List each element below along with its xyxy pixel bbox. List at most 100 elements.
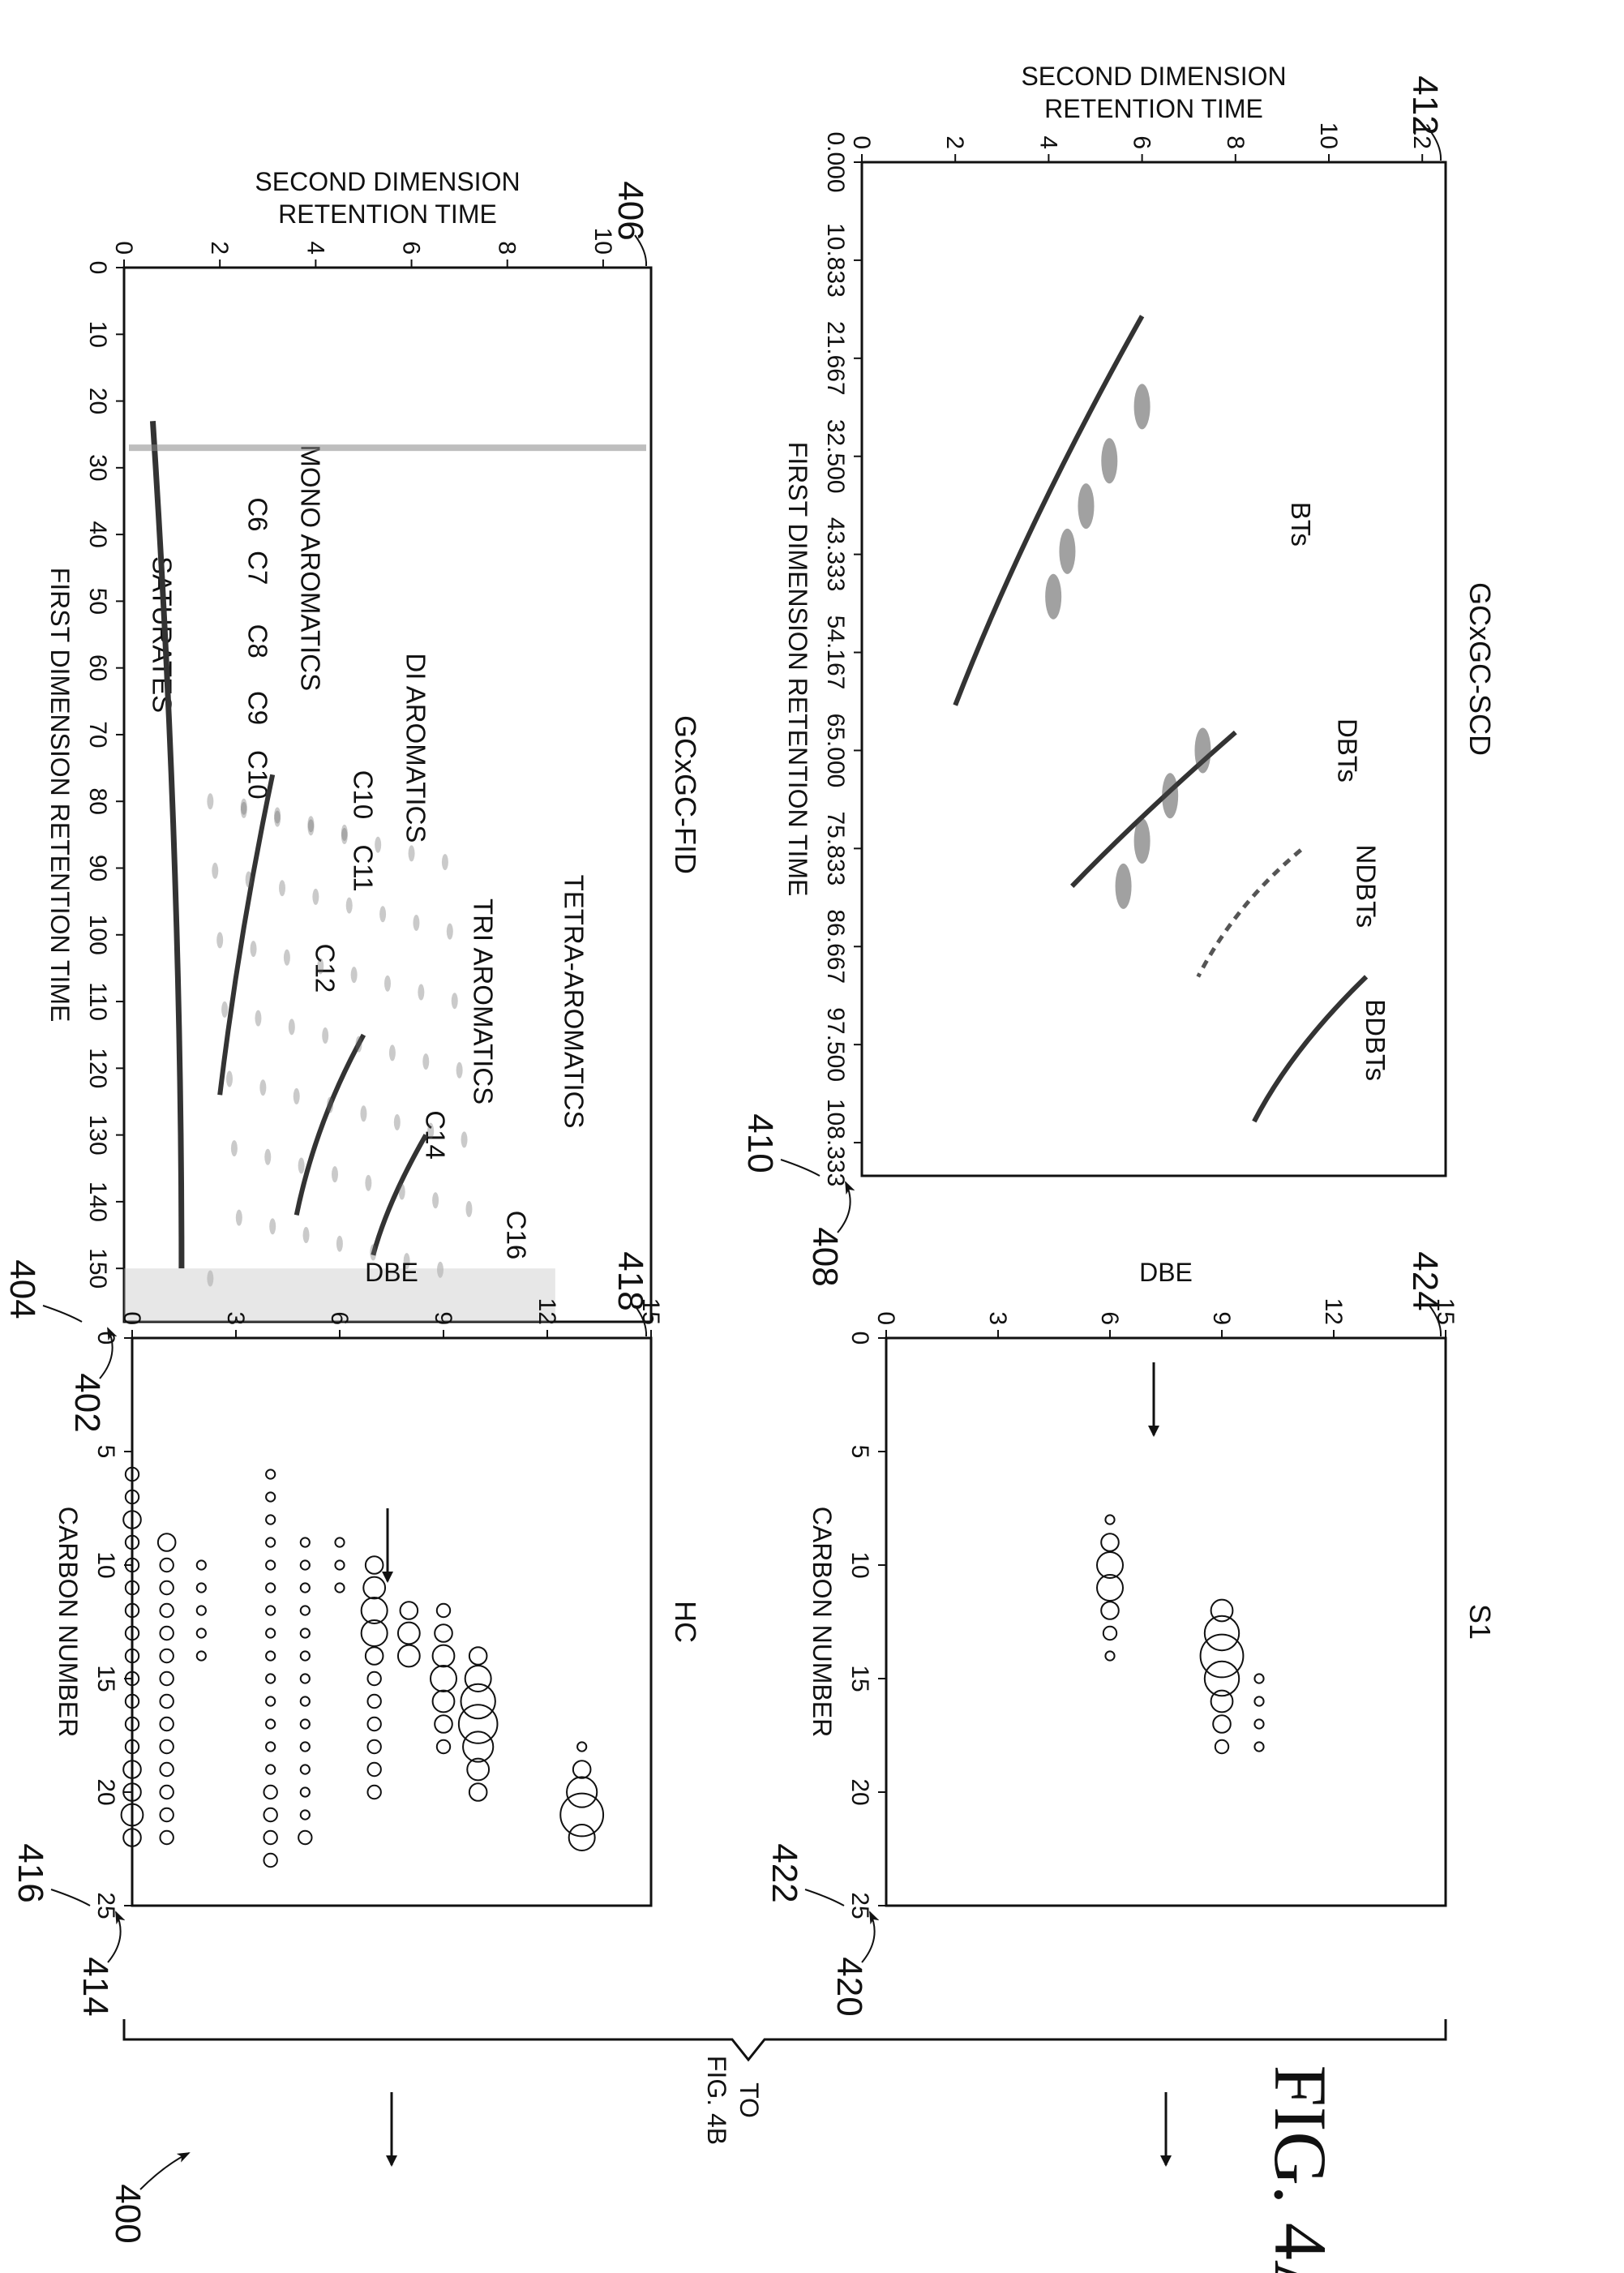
fid-x-tick-label: 80 bbox=[84, 788, 111, 815]
scd-y-tick-label: 12 bbox=[1408, 122, 1435, 149]
hc-bubble bbox=[576, 1741, 588, 1752]
s1-panel: 0 5 10 15 20 25 0 3 6 9 12 15 CARBON NUMBER S1 DBE 420 4… bbox=[765, 1251, 1497, 2016]
fid-annotation: TETRA-AROMATICS bbox=[559, 875, 589, 1129]
fid-x-axis-ref: 404 bbox=[2, 1259, 42, 1319]
saturates-trend-line bbox=[149, 421, 185, 1269]
hc-bubble bbox=[124, 1534, 140, 1550]
fid-peak-blob bbox=[264, 1148, 272, 1165]
hc-bubble bbox=[431, 1644, 456, 1668]
s1-x-tick-label: 10 bbox=[846, 1551, 873, 1578]
hc-panel-ref-arrow bbox=[107, 1911, 126, 1963]
hc-bubble bbox=[360, 1597, 388, 1624]
s1-bubble bbox=[1203, 1660, 1240, 1697]
hc-bubble bbox=[366, 1670, 382, 1687]
hc-y-axis-ref-leader bbox=[634, 1305, 648, 1337]
fid-annotation: C16 bbox=[502, 1211, 532, 1260]
fid-peak-blob bbox=[269, 1218, 276, 1235]
hc-bubble bbox=[299, 1628, 311, 1639]
hc-bubble bbox=[366, 1761, 382, 1778]
fid-peak-blob bbox=[298, 1157, 305, 1174]
fid-peak-blob bbox=[259, 1079, 267, 1096]
hc-y-tick-label: 9 bbox=[430, 1311, 456, 1325]
fid-peak-blob bbox=[427, 1122, 435, 1139]
fid-x-tick-label: 50 bbox=[84, 588, 111, 615]
fid-peak-blob bbox=[312, 888, 319, 905]
scd-panel: 0.000 10.833 21.667 32.500 43.333 54.167 65.00… bbox=[740, 62, 1497, 1287]
fid-x-tick-label: 140 bbox=[84, 1182, 111, 1222]
scd-x-axis-ref: 410 bbox=[740, 1113, 780, 1173]
fid-peak-blob bbox=[365, 1174, 372, 1191]
fid-peak-blob bbox=[212, 862, 219, 879]
scd-annotation: NDBTs bbox=[1352, 845, 1382, 928]
s1-y-axis-ref: 424 bbox=[1405, 1251, 1445, 1310]
hc-bubble bbox=[124, 1625, 140, 1641]
hc-bubble bbox=[396, 1621, 421, 1645]
hc-x-tick-label: 15 bbox=[92, 1665, 119, 1692]
fid-x-tick-label: 0 bbox=[84, 261, 111, 275]
hc-bubble bbox=[265, 1605, 276, 1616]
scd-annotation: BDBTs bbox=[1360, 999, 1390, 1081]
tri-aromatics-trend-line bbox=[371, 1134, 428, 1256]
hc-bubble bbox=[334, 1537, 345, 1548]
hc-bubble bbox=[120, 1803, 144, 1827]
scd-peak-blob bbox=[1078, 483, 1095, 530]
hc-bubble bbox=[299, 1718, 311, 1730]
fid-chart-title: GCxGC-FID bbox=[669, 715, 702, 874]
fid-y-tick-label: 4 bbox=[302, 241, 328, 255]
hc-bubble bbox=[460, 1683, 496, 1720]
fid-annotation: C11 bbox=[349, 844, 379, 891]
hc-bubble bbox=[265, 1673, 276, 1684]
s1-panel-ref-arrow bbox=[861, 1911, 880, 1963]
s1-x-tick-label: 15 bbox=[846, 1665, 873, 1692]
fid-peak-blob bbox=[441, 854, 448, 871]
fid-peak-blob bbox=[336, 1235, 343, 1252]
solvent-peak-streak bbox=[129, 444, 646, 452]
fid-peak-blob bbox=[393, 1113, 401, 1130]
hc-bubble bbox=[122, 1828, 142, 1847]
fid-peak-blob bbox=[221, 1001, 229, 1018]
scd-x-axis-title: FIRST DIMENSION RETENTION TIME bbox=[783, 442, 812, 897]
hc-bubble bbox=[159, 1761, 174, 1778]
fid-peak-blob bbox=[418, 984, 425, 1001]
hc-bubble bbox=[299, 1537, 311, 1548]
fid-x-axis-ref-leader bbox=[42, 1305, 83, 1323]
fid-annotation: C8 bbox=[243, 624, 273, 658]
scd-peak-blob bbox=[1059, 528, 1076, 574]
figure-ref-arrow bbox=[139, 2152, 191, 2190]
hc-bubble bbox=[265, 1764, 276, 1775]
fid-x-tick-label: 20 bbox=[84, 388, 111, 414]
di-aromatics-trend-line bbox=[294, 1033, 366, 1216]
hc-bubble bbox=[159, 1693, 174, 1709]
s1-bubble bbox=[1199, 1633, 1245, 1679]
fid-peak-blob bbox=[384, 975, 391, 992]
fid-peak-blob bbox=[216, 932, 224, 949]
hc-bubble bbox=[572, 1760, 592, 1779]
hc-bubble bbox=[364, 1646, 384, 1666]
hc-bubble bbox=[265, 1650, 276, 1662]
s1-bubble bbox=[1104, 1514, 1116, 1525]
hc-bubble bbox=[468, 1782, 488, 1802]
s1-x-tick-label: 0 bbox=[846, 1332, 873, 1345]
scd-x-tick-label: 43.333 bbox=[822, 517, 849, 592]
fid-x-tick-label: 30 bbox=[84, 454, 111, 481]
scd-peak-blob bbox=[1162, 773, 1179, 819]
hc-bubble bbox=[299, 1673, 311, 1684]
scd-peak-blob bbox=[1101, 438, 1118, 484]
s1-x-tick-label: 20 bbox=[846, 1778, 873, 1805]
scd-x-tick-label: 32.500 bbox=[822, 419, 849, 494]
s1-y-tick-label: 6 bbox=[1096, 1311, 1123, 1325]
s1-bubble bbox=[1253, 1718, 1265, 1730]
hc-bubble bbox=[159, 1829, 174, 1846]
hc-bubble bbox=[434, 1623, 453, 1643]
hc-x-axis-ref: 416 bbox=[11, 1843, 50, 1902]
fid-x-tick-label: 150 bbox=[84, 1248, 111, 1289]
hc-bubble bbox=[435, 1739, 452, 1755]
fid-peak-blob bbox=[317, 958, 324, 975]
scd-x-tick-label: 75.833 bbox=[822, 811, 849, 886]
hc-bubble bbox=[434, 1714, 453, 1734]
s1-y-axis-title: DBE bbox=[1139, 1258, 1193, 1287]
scd-x-tick-label: 86.667 bbox=[822, 909, 849, 984]
hc-bubble bbox=[299, 1764, 311, 1775]
